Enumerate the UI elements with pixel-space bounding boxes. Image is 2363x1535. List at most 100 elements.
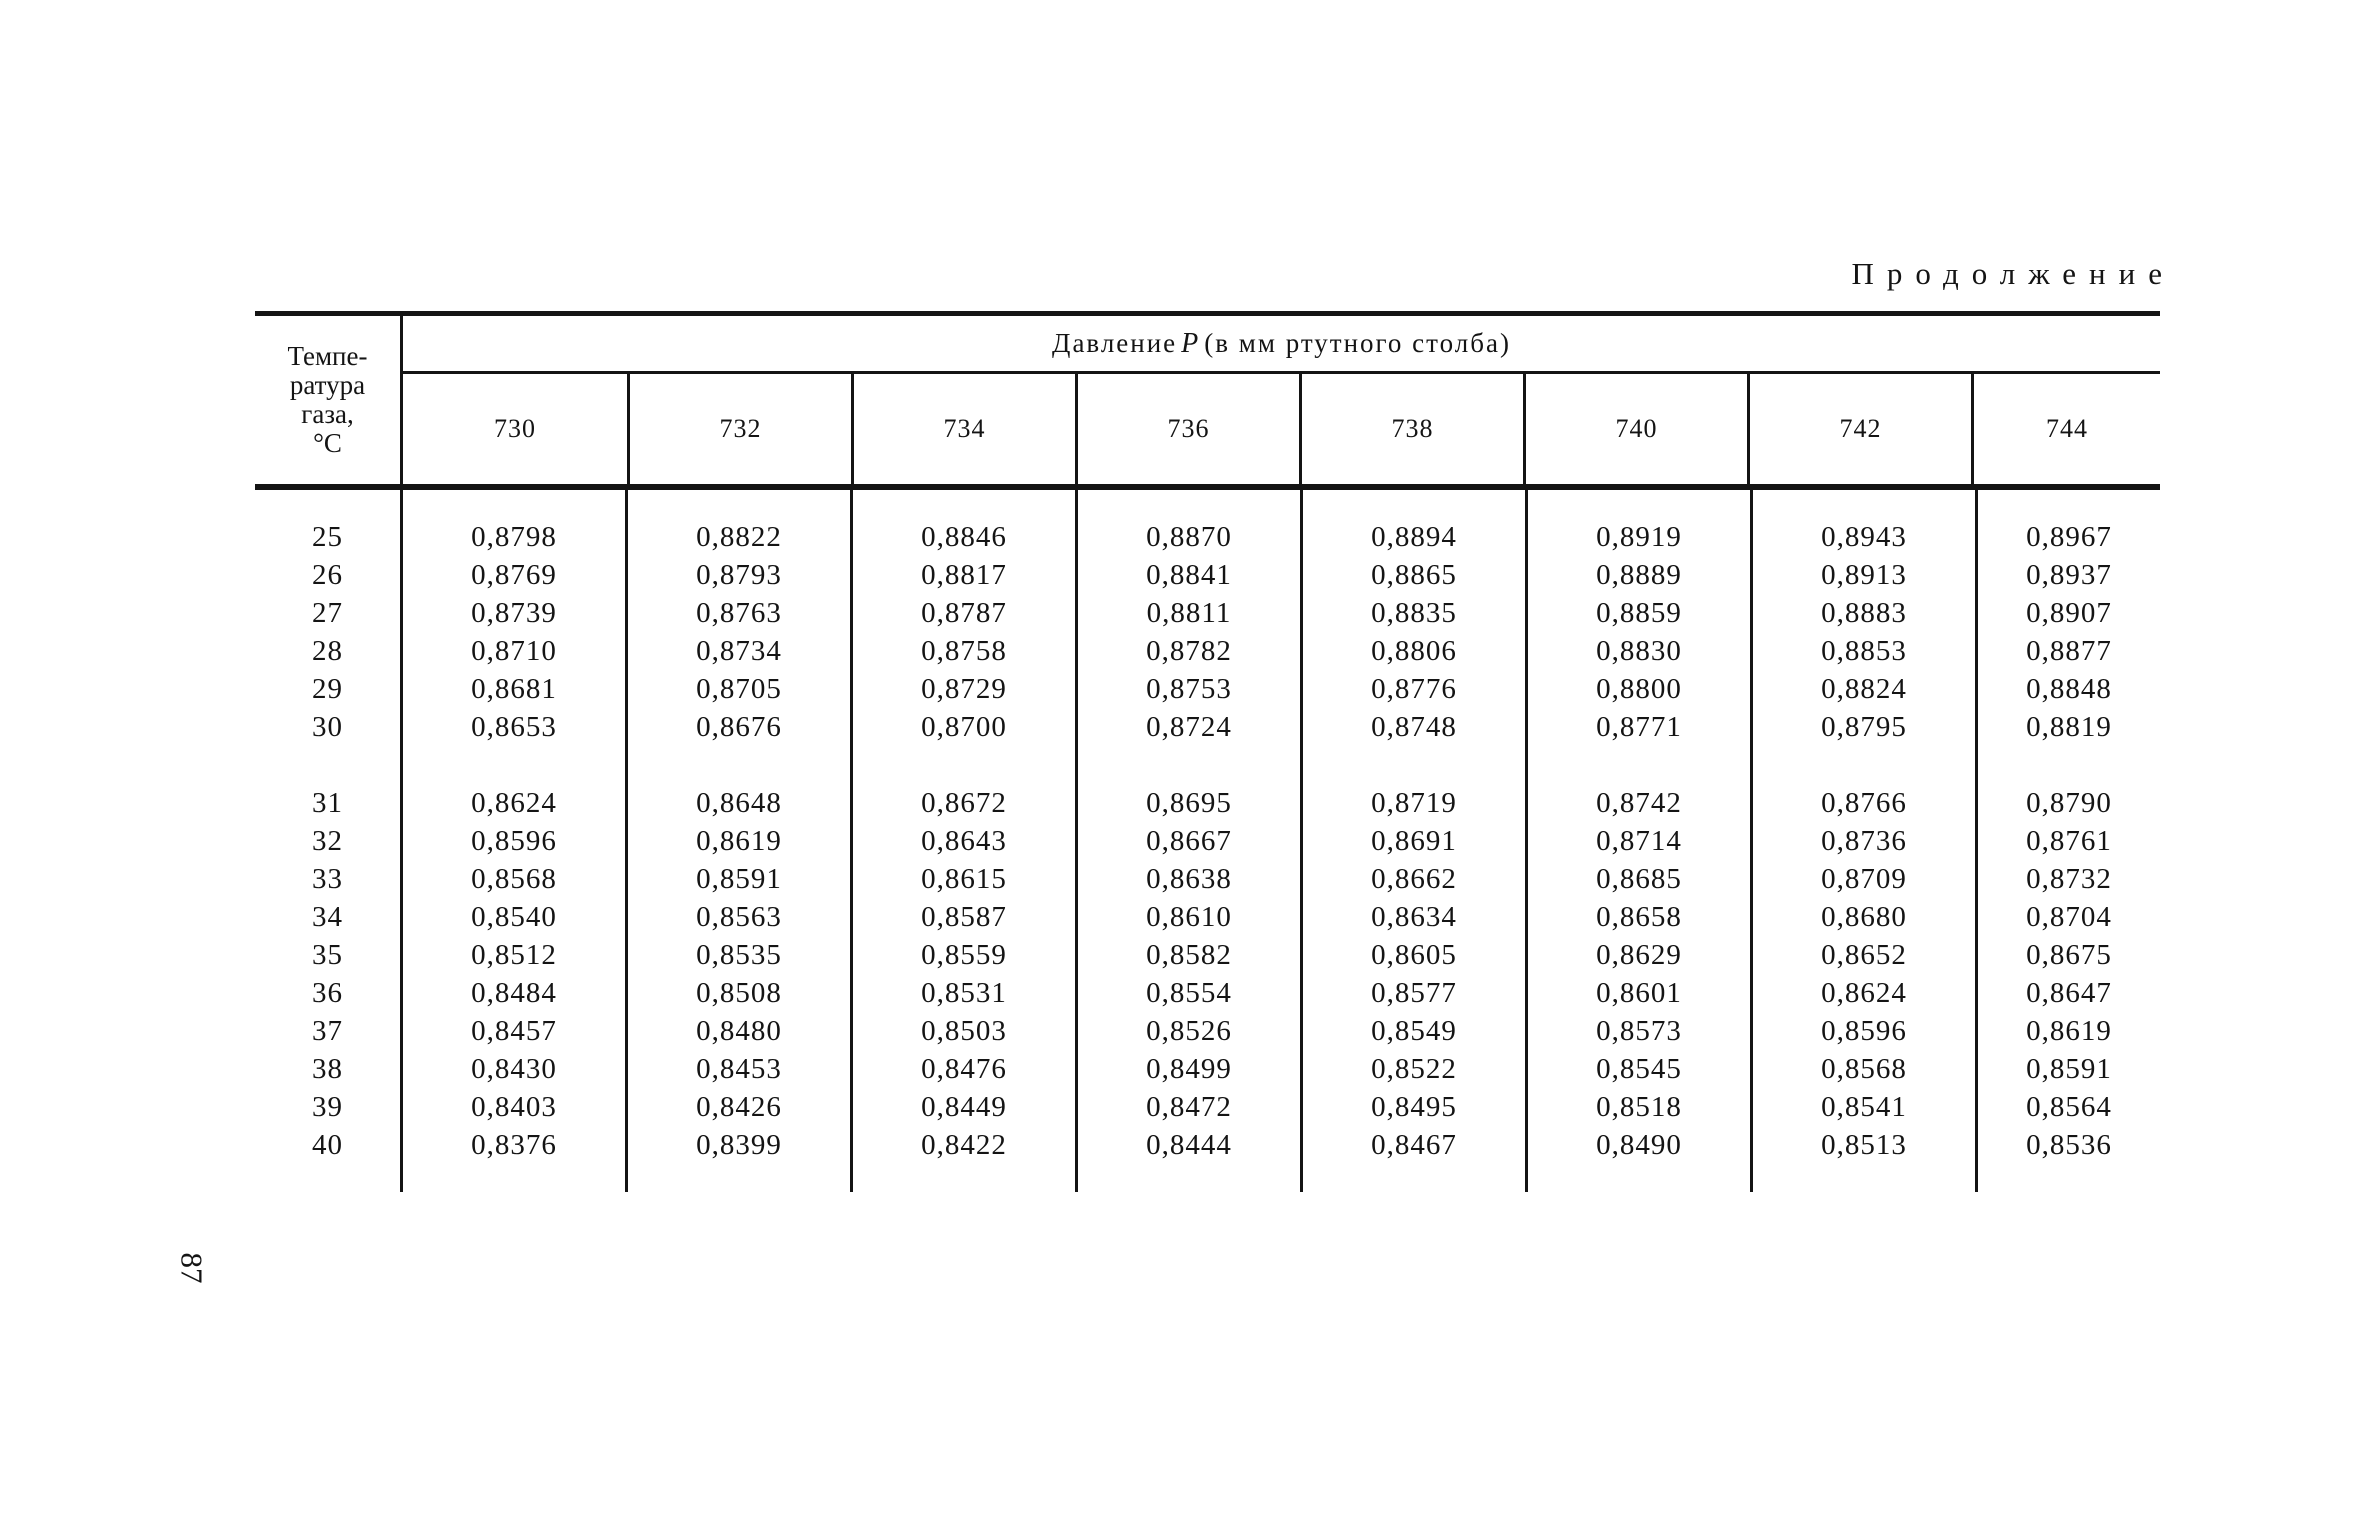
pressure-column-header: 744 [1971, 374, 2160, 484]
value-cell: 0,8681 [400, 670, 625, 708]
spacer-cell [850, 1164, 1075, 1192]
value-cell: 0,8634 [1300, 898, 1525, 936]
temp-cell: 32 [312, 825, 343, 857]
value-cell: 0,8680 [1750, 898, 1975, 936]
temp-cell: 29 [312, 673, 343, 705]
value-cell: 0,8675 [1975, 936, 2160, 974]
page-number: 87 [174, 1252, 210, 1284]
temp-cell: 26 [312, 559, 343, 591]
value-cell: 0,8913 [1750, 556, 1975, 594]
value-cell: 0,8870 [1075, 490, 1300, 556]
value-cell: 0,8795 [1750, 708, 1975, 746]
spacer-cell [1750, 1164, 1975, 1192]
value-cell: 0,8399 [625, 1126, 850, 1164]
value-cell: 0,8480 [625, 1012, 850, 1050]
spacer-cell [625, 746, 850, 784]
value-cell: 0,8736 [1750, 822, 1975, 860]
value-cell: 0,8800 [1525, 670, 1750, 708]
temp-header-line: Темпе- [287, 341, 368, 371]
value-cell: 0,8430 [400, 1050, 625, 1088]
spacer-cell [1075, 1164, 1300, 1192]
value-cell: 0,8753 [1075, 670, 1300, 708]
value-cell: 0,8658 [1525, 898, 1750, 936]
spacer-cell [1300, 1164, 1525, 1192]
spacer-cell [1525, 746, 1750, 784]
temp-cell: 34 [312, 901, 343, 933]
value-cell: 0,8652 [1750, 936, 1975, 974]
value-cell: 0,8846 [850, 490, 1075, 556]
value-cell: 0,8531 [850, 974, 1075, 1012]
pressure-column-header: 742 [1747, 374, 1971, 484]
value-cell: 0,8540 [400, 898, 625, 936]
value-cell: 0,8742 [1525, 784, 1750, 822]
table-row: 27 0,8739 0,8763 0,8787 0,8811 0,8835 0,8859 0,… [255, 594, 2160, 632]
value-cell: 0,8476 [850, 1050, 1075, 1088]
value-cell: 0,8943 [1750, 490, 1975, 556]
table-row: 39 0,8403 0,8426 0,8449 0,8472 0,8495 0,8518 0,… [255, 1088, 2160, 1126]
pressure-column-header: 740 [1523, 374, 1747, 484]
value-cell: 0,8653 [400, 708, 625, 746]
value-cell: 0,8545 [1525, 1050, 1750, 1088]
temp-cell: 40 [312, 1129, 343, 1161]
value-cell: 0,8541 [1750, 1088, 1975, 1126]
value-cell: 0,8518 [1525, 1088, 1750, 1126]
pressure-temperature-table: Темпе- ратура газа, °С Давление P (в мм … [255, 311, 2160, 1192]
value-cell: 0,8907 [1975, 594, 2160, 632]
spacer-cell [625, 1164, 850, 1192]
value-cell: 0,8648 [625, 784, 850, 822]
value-cell: 0,8573 [1525, 1012, 1750, 1050]
value-cell: 0,8793 [625, 556, 850, 594]
spacer-cell [1750, 746, 1975, 784]
temp-cell: 37 [312, 1015, 343, 1047]
value-cell: 0,8610 [1075, 898, 1300, 936]
table-row: 38 0,8430 0,8453 0,8476 0,8499 0,8522 0,8545 0,… [255, 1050, 2160, 1088]
value-cell: 0,8824 [1750, 670, 1975, 708]
value-cell: 0,8877 [1975, 632, 2160, 670]
spacer-cell [400, 1164, 625, 1192]
value-cell: 0,8422 [850, 1126, 1075, 1164]
value-cell: 0,8691 [1300, 822, 1525, 860]
value-cell: 0,8739 [400, 594, 625, 632]
value-cell: 0,8472 [1075, 1088, 1300, 1126]
table-spacer-row [255, 1164, 2160, 1192]
value-cell: 0,8643 [850, 822, 1075, 860]
value-cell: 0,8714 [1525, 822, 1750, 860]
value-cell: 0,8484 [400, 974, 625, 1012]
table-row: 40 0,8376 0,8399 0,8422 0,8444 0,8467 0,8490 0,… [255, 1126, 2160, 1164]
value-cell: 0,8522 [1300, 1050, 1525, 1088]
value-cell: 0,8619 [625, 822, 850, 860]
value-cell: 0,8568 [400, 860, 625, 898]
value-cell: 0,8526 [1075, 1012, 1300, 1050]
value-cell: 0,8835 [1300, 594, 1525, 632]
value-cell: 0,8536 [1975, 1126, 2160, 1164]
temp-cell: 33 [312, 863, 343, 895]
pressure-column-header: 734 [851, 374, 1075, 484]
value-cell: 0,8710 [400, 632, 625, 670]
pressure-column-headers: 730 732 734 736 738 740 742 744 [403, 374, 2160, 484]
temp-cell: 36 [312, 977, 343, 1009]
value-cell: 0,8853 [1750, 632, 1975, 670]
value-cell: 0,8467 [1300, 1126, 1525, 1164]
value-cell: 0,8667 [1075, 822, 1300, 860]
spacer-cell [1975, 1164, 2160, 1192]
value-cell: 0,8865 [1300, 556, 1525, 594]
value-cell: 0,8748 [1300, 708, 1525, 746]
value-cell: 0,8426 [625, 1088, 850, 1126]
table-spacer-row [255, 746, 2160, 784]
value-cell: 0,8967 [1975, 490, 2160, 556]
value-cell: 0,8559 [850, 936, 1075, 974]
table-row: 36 0,8484 0,8508 0,8531 0,8554 0,8577 0,8601 0,… [255, 974, 2160, 1012]
table-row: 30 0,8653 0,8676 0,8700 0,8724 0,8748 0,8771 0,… [255, 708, 2160, 746]
value-cell: 0,8729 [850, 670, 1075, 708]
value-cell: 0,8638 [1075, 860, 1300, 898]
value-cell: 0,8376 [400, 1126, 625, 1164]
table-row: 34 0,8540 0,8563 0,8587 0,8610 0,8634 0,8658 0,… [255, 898, 2160, 936]
temp-cell: 25 [312, 521, 343, 553]
value-cell: 0,8624 [1750, 974, 1975, 1012]
value-cell: 0,8719 [1300, 784, 1525, 822]
value-cell: 0,8919 [1525, 490, 1750, 556]
value-cell: 0,8761 [1975, 822, 2160, 860]
table-row: 37 0,8457 0,8480 0,8503 0,8526 0,8549 0,8573 0,… [255, 1012, 2160, 1050]
value-cell: 0,8811 [1075, 594, 1300, 632]
value-cell: 0,8503 [850, 1012, 1075, 1050]
